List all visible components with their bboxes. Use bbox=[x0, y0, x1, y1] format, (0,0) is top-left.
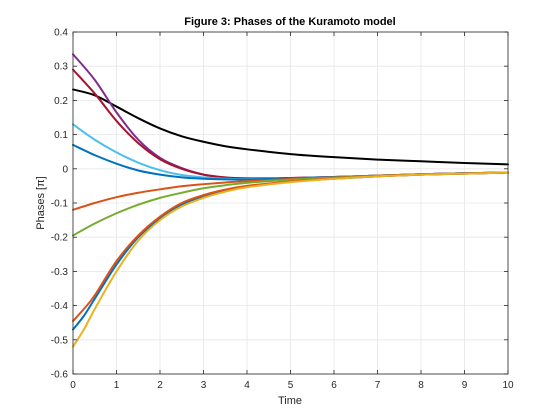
chart-title: Figure 3: Phases of the Kuramoto model bbox=[184, 16, 395, 28]
y-axis-label: Phases [π] bbox=[35, 176, 47, 229]
x-tick-label: 7 bbox=[375, 380, 381, 391]
x-tick-label: 0 bbox=[70, 380, 76, 391]
x-tick-label: 1 bbox=[114, 380, 120, 391]
y-tick-label: -0.4 bbox=[51, 301, 69, 312]
y-tick-label: -0.1 bbox=[51, 199, 69, 210]
axis-ticks: 0 1 2 3 4 5 6 7 8 9 10 -0.6 -0.5 -0.4 -0.3 -0.2 -0.1 0 0.1… bbox=[51, 28, 514, 392]
y-tick-label: -0.5 bbox=[51, 335, 69, 346]
x-tick-label: 9 bbox=[462, 380, 468, 391]
x-tick-label: 2 bbox=[157, 380, 163, 391]
x-tick-label: 10 bbox=[502, 380, 514, 391]
x-tick-label: 3 bbox=[201, 380, 207, 391]
x-axis-label: Time bbox=[278, 395, 302, 407]
y-tick-label: 0.2 bbox=[54, 96, 68, 107]
y-tick-label: 0.4 bbox=[54, 28, 68, 39]
x-tick-label: 4 bbox=[244, 380, 250, 391]
x-tick-label: 6 bbox=[331, 380, 337, 391]
y-tick-label: -0.3 bbox=[51, 267, 69, 278]
y-tick-label: 0 bbox=[62, 164, 68, 175]
y-tick-label: 0.1 bbox=[54, 130, 68, 141]
series-lines bbox=[72, 53, 509, 348]
series-line-10 bbox=[72, 171, 509, 348]
y-tick-label: 0.3 bbox=[54, 62, 68, 73]
y-tick-label: -0.2 bbox=[51, 233, 69, 244]
y-tick-label: -0.6 bbox=[51, 370, 69, 381]
x-tick-label: 8 bbox=[418, 380, 424, 391]
series-line-1 bbox=[72, 88, 509, 166]
x-tick-label: 5 bbox=[288, 380, 294, 391]
